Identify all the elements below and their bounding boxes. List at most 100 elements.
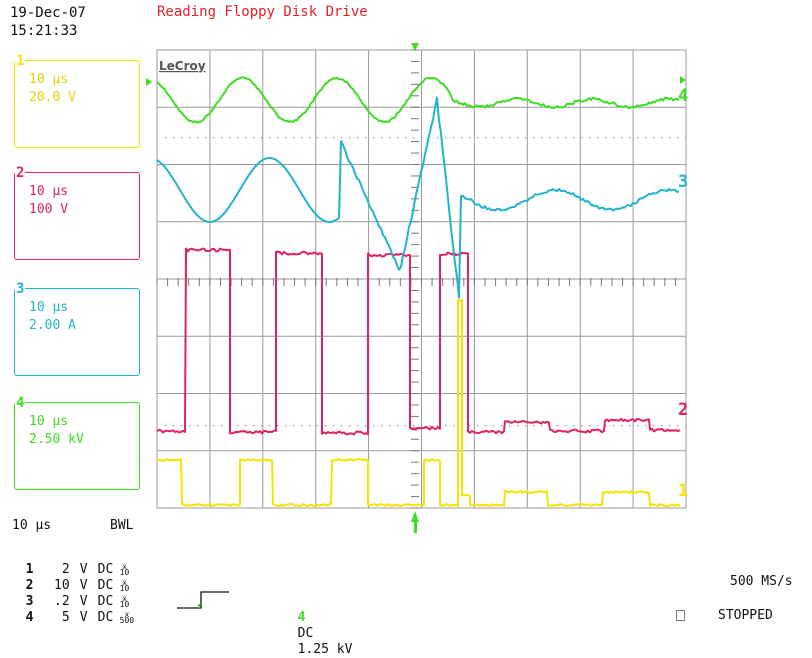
reference-dot	[333, 425, 334, 426]
channel-1-trace	[157, 300, 680, 506]
reference-dot	[557, 137, 558, 138]
reference-dot	[437, 137, 438, 138]
reference-dot	[597, 425, 598, 426]
reference-dot	[565, 425, 566, 426]
trigger-position-stem	[414, 520, 417, 533]
reference-dot	[397, 425, 398, 426]
reference-dot	[349, 425, 350, 426]
reference-dot	[605, 137, 606, 138]
reference-dot	[413, 425, 414, 426]
reference-dot	[517, 137, 518, 138]
reference-dot	[173, 425, 174, 426]
reference-dot	[429, 425, 430, 426]
reference-dot	[573, 425, 574, 426]
reference-dot	[533, 425, 534, 426]
reference-dot	[469, 137, 470, 138]
input-row-4-unit: V	[70, 610, 98, 626]
graticule	[157, 50, 686, 508]
reference-dot	[653, 425, 654, 426]
reference-dot	[557, 425, 558, 426]
channel-4-left-level-icon	[146, 78, 152, 86]
reference-dot	[205, 137, 206, 138]
waveform-display: LeCroy	[0, 0, 812, 630]
reference-dot	[205, 425, 206, 426]
reference-dot	[213, 137, 214, 138]
trace-marker-4: 4	[678, 86, 688, 106]
reference-dot	[301, 137, 302, 138]
reference-dot	[421, 425, 422, 426]
reference-dot	[381, 137, 382, 138]
reference-dot	[677, 425, 678, 426]
reference-dot	[613, 425, 614, 426]
reference-dot	[565, 137, 566, 138]
reference-dot	[645, 137, 646, 138]
reference-dot	[445, 425, 446, 426]
reference-dot	[669, 425, 670, 426]
reference-dot	[349, 137, 350, 138]
reference-dot	[493, 425, 494, 426]
reference-dot	[285, 425, 286, 426]
reference-dot	[197, 137, 198, 138]
reference-dot	[293, 425, 294, 426]
reference-dot	[661, 425, 662, 426]
reference-dot	[325, 137, 326, 138]
reference-dot	[181, 137, 182, 138]
reference-dot	[669, 137, 670, 138]
sample-rate: 500 MS/s	[730, 574, 793, 590]
trace-marker-1: 1	[678, 481, 688, 501]
trace-marker-2: 2	[678, 400, 688, 420]
reference-dot	[341, 425, 342, 426]
reference-dot	[485, 425, 486, 426]
reference-dot	[189, 425, 190, 426]
reference-dot	[405, 137, 406, 138]
input-row-4-probe: x 500	[120, 612, 134, 624]
reference-dot	[245, 425, 246, 426]
reference-dot	[469, 425, 470, 426]
trigger-edge-icon	[175, 588, 235, 612]
reference-dot	[165, 425, 166, 426]
trigger-coupling: DC	[298, 626, 314, 641]
reference-dot	[301, 425, 302, 426]
reference-dot	[341, 137, 342, 138]
acquisition-status: STOPPED	[718, 608, 773, 624]
reference-dot	[221, 137, 222, 138]
reference-dot	[213, 425, 214, 426]
reference-dot	[549, 137, 550, 138]
reference-dot	[373, 425, 374, 426]
reference-dot	[517, 425, 518, 426]
reference-dot	[293, 137, 294, 138]
reference-dot	[493, 137, 494, 138]
reference-dot	[309, 425, 310, 426]
reference-dot	[613, 137, 614, 138]
reference-dot	[245, 137, 246, 138]
reference-dot	[317, 425, 318, 426]
reference-dot	[525, 425, 526, 426]
reference-dot	[261, 137, 262, 138]
reference-dot	[397, 137, 398, 138]
reference-dot	[437, 425, 438, 426]
reference-dot	[501, 137, 502, 138]
reference-dot	[581, 137, 582, 138]
reference-dot	[629, 137, 630, 138]
reference-dot	[237, 425, 238, 426]
reference-dot	[381, 425, 382, 426]
reference-dot	[253, 425, 254, 426]
reference-dot	[389, 137, 390, 138]
reference-dot	[453, 425, 454, 426]
reference-dot	[181, 425, 182, 426]
reference-dot	[685, 425, 686, 426]
trigger-source: 4	[298, 610, 306, 625]
reference-dot	[653, 137, 654, 138]
reference-dot	[357, 425, 358, 426]
reference-dot	[501, 425, 502, 426]
reference-dot	[589, 425, 590, 426]
reference-dot	[509, 425, 510, 426]
reference-dot	[509, 137, 510, 138]
channel-2-trace	[157, 249, 680, 435]
reference-dot	[405, 425, 406, 426]
reference-dot	[357, 137, 358, 138]
reference-dot	[621, 425, 622, 426]
reference-dot	[269, 137, 270, 138]
bandwidth-limit: BWL	[110, 518, 133, 534]
reference-dot	[485, 137, 486, 138]
